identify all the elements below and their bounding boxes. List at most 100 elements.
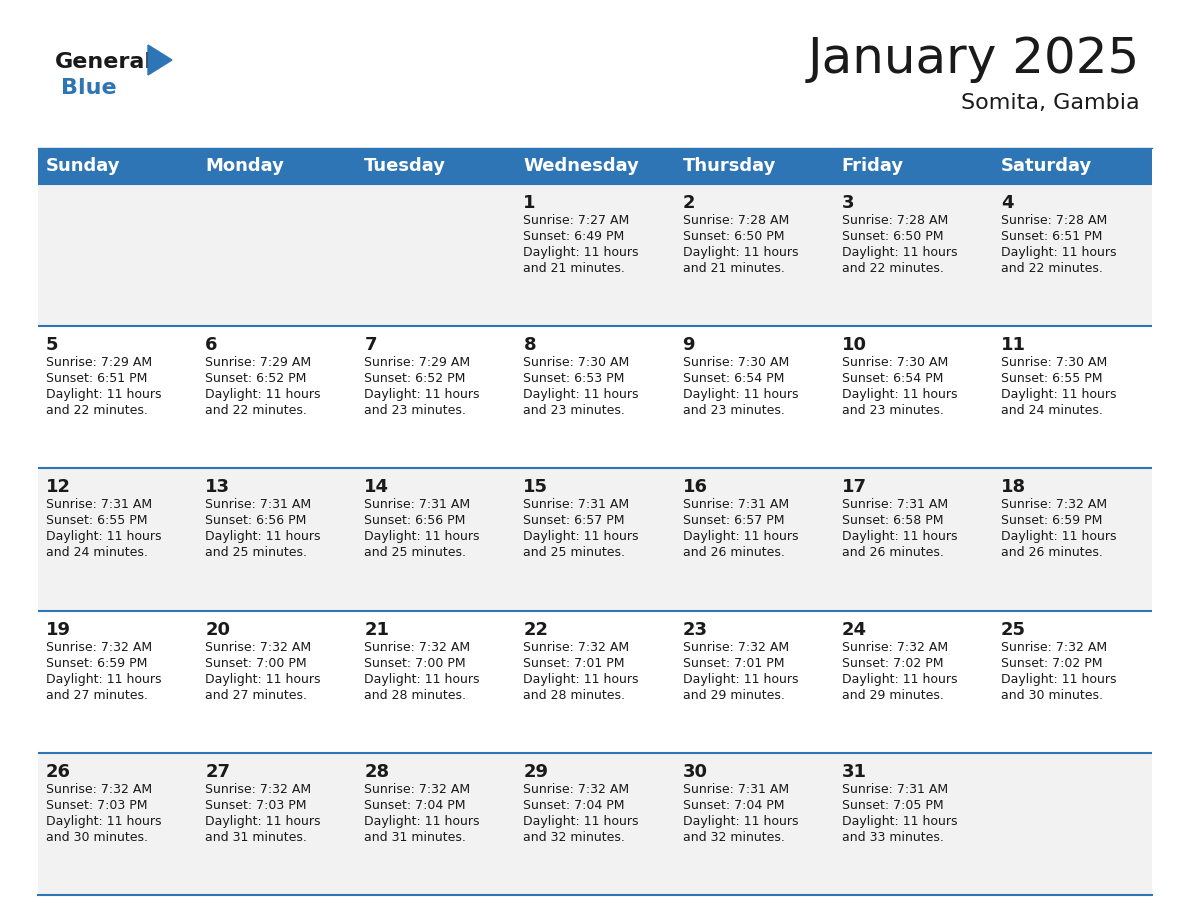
Text: and 32 minutes.: and 32 minutes. [683,831,784,844]
Text: Sunset: 7:04 PM: Sunset: 7:04 PM [524,799,625,812]
Text: 29: 29 [524,763,549,781]
Text: Wednesday: Wednesday [524,157,639,175]
Text: Daylight: 11 hours: Daylight: 11 hours [206,531,321,543]
Bar [38,148,1152,184]
Text: Sunset: 6:51 PM: Sunset: 6:51 PM [1000,230,1102,243]
Text: General: General [55,52,153,72]
Text: Sunrise: 7:29 AM: Sunrise: 7:29 AM [365,356,470,369]
Text: 1: 1 [524,194,536,212]
Text: and 25 minutes.: and 25 minutes. [206,546,308,559]
Text: Sunrise: 7:30 AM: Sunrise: 7:30 AM [524,356,630,369]
Text: 26: 26 [46,763,71,781]
Text: Daylight: 11 hours: Daylight: 11 hours [206,815,321,828]
Text: Sunset: 7:00 PM: Sunset: 7:00 PM [206,656,307,669]
Text: Somita, Gambia: Somita, Gambia [961,93,1140,113]
Text: Monday: Monday [206,157,284,175]
Text: Sunset: 6:56 PM: Sunset: 6:56 PM [206,514,307,528]
Polygon shape [148,45,172,75]
Text: Sunrise: 7:32 AM: Sunrise: 7:32 AM [1000,498,1107,511]
Text: Daylight: 11 hours: Daylight: 11 hours [365,388,480,401]
Text: Sunrise: 7:28 AM: Sunrise: 7:28 AM [683,214,789,227]
Text: Daylight: 11 hours: Daylight: 11 hours [1000,388,1117,401]
Text: Sunset: 6:50 PM: Sunset: 6:50 PM [683,230,784,243]
Text: 14: 14 [365,478,390,497]
Text: Sunset: 6:54 PM: Sunset: 6:54 PM [842,372,943,386]
Text: and 30 minutes.: and 30 minutes. [1000,688,1102,701]
Text: and 27 minutes.: and 27 minutes. [206,688,308,701]
Text: Sunset: 6:54 PM: Sunset: 6:54 PM [683,372,784,386]
Text: 10: 10 [842,336,867,354]
Text: Sunrise: 7:28 AM: Sunrise: 7:28 AM [1000,214,1107,227]
Text: Sunset: 6:51 PM: Sunset: 6:51 PM [46,372,147,386]
Text: 28: 28 [365,763,390,781]
Text: Sunset: 6:52 PM: Sunset: 6:52 PM [206,372,307,386]
Text: Daylight: 11 hours: Daylight: 11 hours [524,388,639,401]
Text: 20: 20 [206,621,230,639]
Text: Daylight: 11 hours: Daylight: 11 hours [683,388,798,401]
Text: Sunset: 6:50 PM: Sunset: 6:50 PM [842,230,943,243]
Text: and 25 minutes.: and 25 minutes. [365,546,466,559]
Text: Daylight: 11 hours: Daylight: 11 hours [46,815,162,828]
Text: 9: 9 [683,336,695,354]
Text: Sunday: Sunday [46,157,120,175]
Text: Sunrise: 7:32 AM: Sunrise: 7:32 AM [842,641,948,654]
Text: and 29 minutes.: and 29 minutes. [683,688,784,701]
Text: and 22 minutes.: and 22 minutes. [206,404,307,417]
Bar [38,326,1152,468]
Text: and 28 minutes.: and 28 minutes. [365,688,466,701]
Text: Sunset: 6:52 PM: Sunset: 6:52 PM [365,372,466,386]
Text: and 24 minutes.: and 24 minutes. [1000,404,1102,417]
Text: Daylight: 11 hours: Daylight: 11 hours [206,673,321,686]
Text: 8: 8 [524,336,536,354]
Text: and 23 minutes.: and 23 minutes. [842,404,943,417]
Text: Sunset: 7:03 PM: Sunset: 7:03 PM [206,799,307,812]
Text: Sunset: 7:01 PM: Sunset: 7:01 PM [683,656,784,669]
Text: 5: 5 [46,336,58,354]
Text: Sunrise: 7:28 AM: Sunrise: 7:28 AM [842,214,948,227]
Text: and 26 minutes.: and 26 minutes. [842,546,943,559]
Text: Sunset: 7:02 PM: Sunset: 7:02 PM [1000,656,1102,669]
Text: Sunrise: 7:32 AM: Sunrise: 7:32 AM [46,641,152,654]
Text: Daylight: 11 hours: Daylight: 11 hours [1000,673,1117,686]
Text: Daylight: 11 hours: Daylight: 11 hours [524,673,639,686]
Text: 3: 3 [842,194,854,212]
Text: Sunrise: 7:30 AM: Sunrise: 7:30 AM [683,356,789,369]
Text: 30: 30 [683,763,708,781]
Text: Daylight: 11 hours: Daylight: 11 hours [206,388,321,401]
Text: 18: 18 [1000,478,1026,497]
Text: Daylight: 11 hours: Daylight: 11 hours [524,815,639,828]
Text: Daylight: 11 hours: Daylight: 11 hours [683,246,798,259]
Text: and 22 minutes.: and 22 minutes. [46,404,147,417]
Text: Sunrise: 7:32 AM: Sunrise: 7:32 AM [206,783,311,796]
Bar [38,753,1152,895]
Text: Sunrise: 7:32 AM: Sunrise: 7:32 AM [46,783,152,796]
Text: Sunset: 6:53 PM: Sunset: 6:53 PM [524,372,625,386]
Text: 22: 22 [524,621,549,639]
Text: Sunset: 6:59 PM: Sunset: 6:59 PM [46,656,147,669]
Text: Daylight: 11 hours: Daylight: 11 hours [524,531,639,543]
Text: Sunrise: 7:32 AM: Sunrise: 7:32 AM [365,641,470,654]
Text: and 22 minutes.: and 22 minutes. [842,262,943,275]
Text: Sunset: 7:04 PM: Sunset: 7:04 PM [365,799,466,812]
Bar [38,184,1152,326]
Text: Sunrise: 7:31 AM: Sunrise: 7:31 AM [842,783,948,796]
Text: and 23 minutes.: and 23 minutes. [365,404,466,417]
Text: Sunrise: 7:31 AM: Sunrise: 7:31 AM [365,498,470,511]
Bar [38,468,1152,610]
Text: 21: 21 [365,621,390,639]
Text: Daylight: 11 hours: Daylight: 11 hours [683,673,798,686]
Text: and 28 minutes.: and 28 minutes. [524,688,625,701]
Text: Daylight: 11 hours: Daylight: 11 hours [842,531,958,543]
Text: Daylight: 11 hours: Daylight: 11 hours [1000,531,1117,543]
Text: Friday: Friday [842,157,904,175]
Text: Daylight: 11 hours: Daylight: 11 hours [365,531,480,543]
Text: and 21 minutes.: and 21 minutes. [524,262,625,275]
Text: Sunrise: 7:31 AM: Sunrise: 7:31 AM [206,498,311,511]
Text: Sunset: 7:03 PM: Sunset: 7:03 PM [46,799,147,812]
Text: and 32 minutes.: and 32 minutes. [524,831,625,844]
Text: Sunset: 6:55 PM: Sunset: 6:55 PM [46,514,147,528]
Text: Daylight: 11 hours: Daylight: 11 hours [46,388,162,401]
Text: Sunset: 7:05 PM: Sunset: 7:05 PM [842,799,943,812]
Text: 25: 25 [1000,621,1026,639]
Text: Sunrise: 7:32 AM: Sunrise: 7:32 AM [206,641,311,654]
